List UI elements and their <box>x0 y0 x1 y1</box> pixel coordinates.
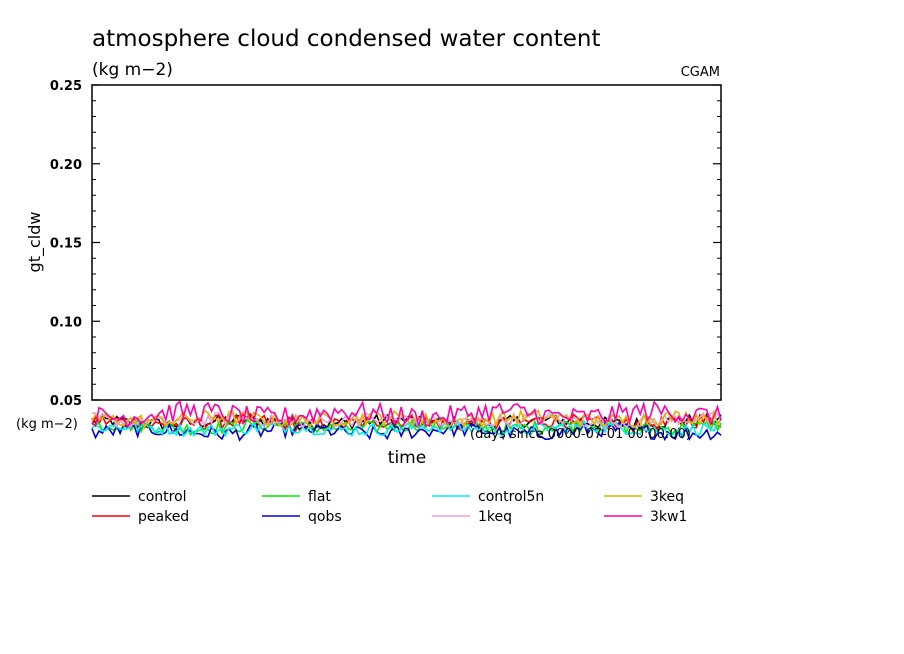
legend-label: control <box>138 489 187 505</box>
chart-title: atmosphere cloud condensed water content <box>92 26 600 52</box>
chart-subtitle: (kg m−2) <box>92 60 173 80</box>
y-tick-label: 0.20 <box>50 158 82 173</box>
legend-label: qobs <box>308 509 342 525</box>
legend-label: peaked <box>138 509 189 525</box>
source-label: CGAM <box>681 65 720 80</box>
y-tick-label: 0.10 <box>50 315 82 330</box>
series-layer <box>91 399 722 442</box>
series-line-control5n <box>91 419 722 438</box>
y-axis-label: gt_cldw <box>25 212 45 273</box>
y-tick-label: 0.15 <box>50 237 82 252</box>
x-axis-label: time <box>388 448 426 468</box>
legend-label: control5n <box>478 489 544 505</box>
plot-frame <box>91 84 722 401</box>
series-line-1keq <box>91 411 722 431</box>
series-line-3kw1 <box>91 399 722 429</box>
legend: control peaked flat qobs control5n 1keq 3keq 3k… <box>92 489 687 525</box>
legend-label: 1keq <box>478 509 512 525</box>
x-units-label: (days since 0000-07-01 00:00:00) <box>470 427 691 442</box>
legend-label: 3kw1 <box>650 509 687 525</box>
series-line-qobs <box>91 420 722 442</box>
legend-label: 3keq <box>650 489 684 505</box>
y-axis: 0.05 0.10 0.15 0.20 0.25 <box>50 79 721 409</box>
y-tick-label: 0.05 <box>50 394 82 409</box>
y-tick-label: 0.25 <box>50 79 82 94</box>
legend-label: flat <box>308 489 331 505</box>
y-units-label: (kg m−2) <box>16 417 78 432</box>
